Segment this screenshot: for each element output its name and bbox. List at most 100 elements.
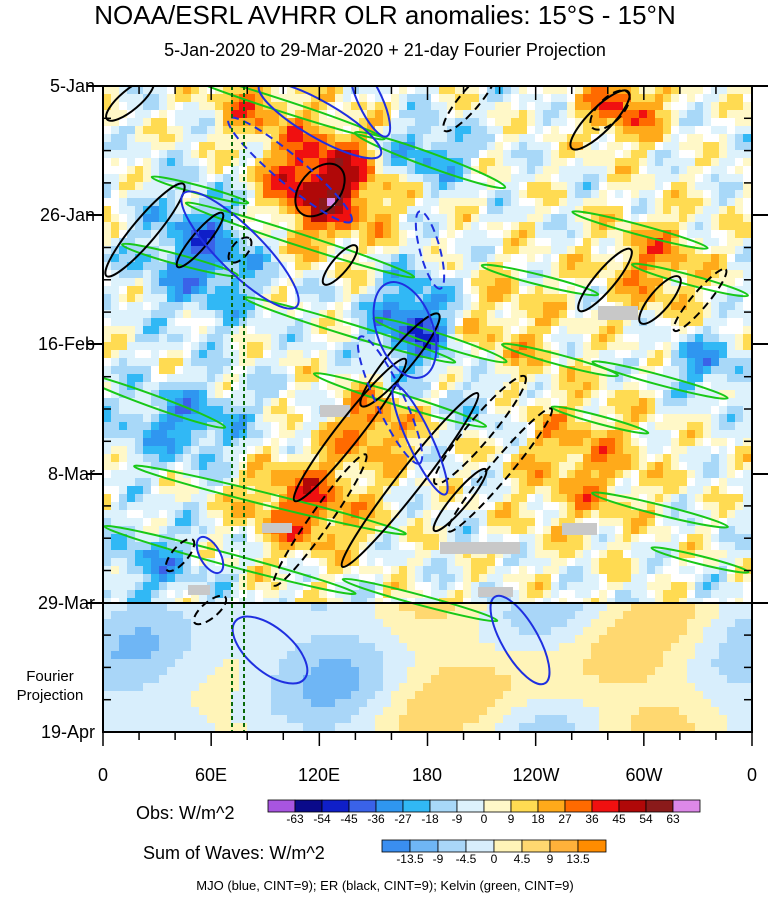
heat-cell: [375, 510, 384, 519]
heat-cell: [559, 462, 568, 471]
heat-cell: [447, 454, 456, 463]
heat-cell: [487, 326, 496, 335]
heat-cell: [591, 150, 600, 159]
heat-cell: [447, 502, 456, 511]
heat-cell: [615, 198, 624, 207]
heat-cell: [471, 486, 480, 495]
heat-cell: [359, 406, 368, 415]
heat-cell: [351, 270, 360, 279]
heat-cell: [631, 382, 640, 391]
heat-cell: [711, 286, 720, 295]
heat-cell: [279, 558, 288, 567]
heat-cell: [135, 302, 144, 311]
heat-cell: [711, 486, 720, 495]
heat-cell: [431, 102, 440, 111]
heat-cell: [303, 294, 312, 303]
heat-cell: [567, 158, 576, 167]
heat-cell: [135, 446, 144, 455]
heat-cell: [215, 414, 224, 423]
heat-cell: [175, 366, 184, 375]
heat-cell: [399, 310, 408, 319]
heat-cell: [495, 94, 504, 103]
heat-cell: [183, 462, 192, 471]
heat-cell: [599, 406, 608, 415]
heat-cell: [199, 422, 208, 431]
heat-cell: [143, 230, 152, 239]
heat-cell: [367, 454, 376, 463]
heat-cell: [143, 166, 152, 175]
heat-cell: [575, 350, 584, 359]
heat-cell: [711, 310, 720, 319]
heat-cell: [175, 294, 184, 303]
heat-cell: [487, 126, 496, 135]
heat-cell: [415, 238, 424, 247]
heat-cell: [327, 318, 336, 327]
heat-cell: [223, 182, 232, 191]
heat-cell: [367, 510, 376, 519]
heat-cell: [423, 262, 432, 271]
heat-cell: [295, 502, 304, 511]
heat-cell: [167, 158, 176, 167]
heat-cell: [111, 334, 120, 343]
heat-cell: [343, 142, 352, 151]
heat-cell: [455, 382, 464, 391]
heat-cell: [727, 334, 736, 343]
heat-cell: [383, 158, 392, 167]
heat-cell: [175, 422, 184, 431]
heat-cell: [287, 366, 296, 375]
heat-cell: [127, 326, 136, 335]
heat-cell: [591, 294, 600, 303]
heat-cell: [615, 526, 624, 535]
heat-cell: [743, 110, 752, 119]
heat-cell: [671, 566, 680, 575]
heat-cell: [367, 350, 376, 359]
heat-cell: [351, 470, 360, 479]
heat-cell: [183, 494, 192, 503]
heat-cell: [511, 454, 520, 463]
heat-cell: [391, 550, 400, 559]
heat-cell: [143, 270, 152, 279]
heat-cell: [135, 566, 144, 575]
heat-cell: [351, 446, 360, 455]
heat-cell: [695, 446, 704, 455]
heat-cell: [599, 446, 608, 455]
heat-cell: [407, 110, 416, 119]
heat-cell: [191, 262, 200, 271]
heat-cell: [711, 438, 720, 447]
heat-cell: [711, 246, 720, 255]
heat-cell: [399, 158, 408, 167]
heat-cell: [407, 366, 416, 375]
heat-cell: [311, 318, 320, 327]
heat-cell: [511, 302, 520, 311]
heat-cell: [247, 182, 256, 191]
heat-cell: [263, 366, 272, 375]
heat-cell: [439, 486, 448, 495]
heat-cell: [503, 566, 512, 575]
heat-cell: [463, 294, 472, 303]
heat-cell: [175, 174, 184, 183]
heat-cell: [527, 454, 536, 463]
heat-cell: [719, 142, 728, 151]
heat-cell: [559, 238, 568, 247]
heat-cell: [151, 270, 160, 279]
heat-cell: [623, 182, 632, 191]
heat-cell: [479, 174, 488, 183]
heat-cell: [639, 566, 648, 575]
heat-cell: [631, 206, 640, 215]
heat-cell: [551, 222, 560, 231]
heat-cell: [319, 134, 328, 143]
heat-cell: [719, 158, 728, 167]
heat-cell: [591, 518, 600, 527]
heat-cell: [239, 550, 248, 559]
heat-cell: [631, 254, 640, 263]
heat-cell: [639, 558, 648, 567]
heat-cell: [175, 166, 184, 175]
heat-cell: [311, 534, 320, 543]
heat-cell: [399, 222, 408, 231]
heat-cell: [655, 118, 664, 127]
heat-cell: [311, 94, 320, 103]
heat-cell: [431, 198, 440, 207]
heat-cell: [127, 446, 136, 455]
heat-cell: [511, 158, 520, 167]
heat-cell: [679, 286, 688, 295]
